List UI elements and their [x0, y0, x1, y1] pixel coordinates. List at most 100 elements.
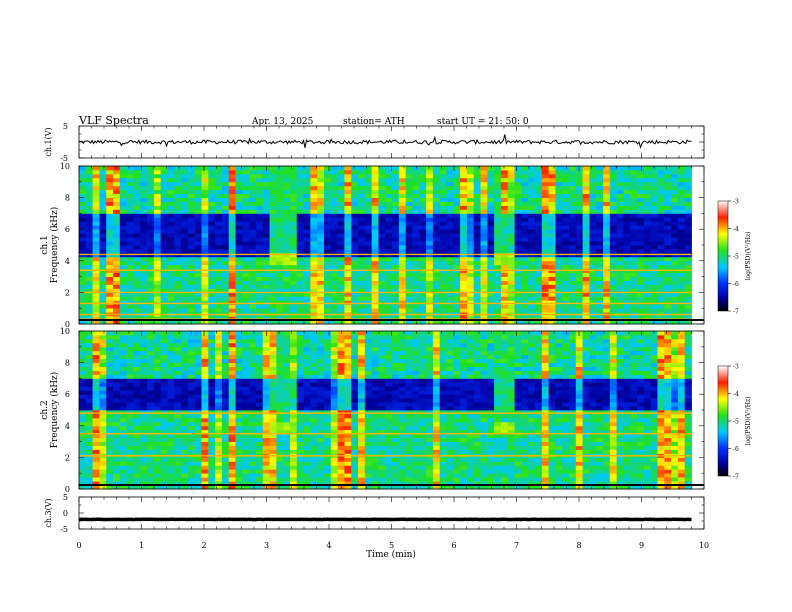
spectrogram-cell [541, 166, 549, 171]
spectrogram-cell [494, 300, 502, 305]
spectrogram-cell [269, 185, 277, 191]
spectrogram-cell [596, 189, 604, 195]
spectrogram-cell [174, 461, 182, 466]
spectrogram-cell [664, 237, 672, 242]
spectrogram-cell [167, 166, 175, 171]
spectrogram-cell [385, 248, 393, 254]
spectrogram-cell [364, 213, 373, 218]
spectrogram-cell [364, 205, 373, 210]
spectrogram-cell [466, 173, 475, 179]
spectrogram-cell [262, 288, 270, 293]
spectrogram-cell [603, 245, 611, 250]
spectrogram-cell [228, 248, 236, 254]
spectrogram-cell [147, 437, 155, 442]
spectrogram-cell [215, 457, 223, 462]
spectrogram-cell [221, 205, 230, 210]
spectrogram-cell [181, 477, 189, 482]
spectrogram-cell [119, 398, 128, 403]
spectrogram-cell [664, 221, 672, 226]
spectrogram-cell [514, 264, 522, 270]
spectrogram-cell [664, 209, 672, 214]
spectrogram-cell [473, 260, 481, 266]
spectrogram-cell [466, 300, 475, 305]
spectrogram-cell [684, 181, 692, 187]
spectrogram-cell [113, 241, 121, 246]
spectrogram-cell [603, 304, 611, 309]
spectrogram-cell [643, 189, 652, 195]
spectrogram-cell [412, 316, 420, 321]
ch1-colorbar-label: log(PSD)(V²/Hz) [745, 232, 752, 281]
spectrogram-cell [603, 237, 611, 242]
spectrogram-cell [684, 166, 692, 171]
spectrogram-cell [541, 217, 549, 222]
spectrogram-cell [575, 264, 584, 270]
spectrogram-cell [228, 461, 236, 466]
spectrogram-cell [364, 221, 373, 226]
spectrogram-cell [228, 382, 236, 387]
spectrogram-cell [92, 354, 100, 360]
spectrogram-cell [609, 189, 618, 195]
spectrogram-cell [637, 300, 645, 305]
spectrogram-cell [677, 320, 686, 325]
spectrogram-cell [514, 185, 522, 191]
spectrogram-cell [494, 256, 502, 262]
spectrogram-cell [208, 193, 216, 198]
spectrogram-cell [215, 225, 223, 230]
spectrogram-cell [249, 316, 257, 321]
spectrogram-cell [616, 197, 624, 202]
spectrogram-cell [92, 292, 100, 297]
spectrogram-cell [534, 189, 543, 195]
spectrogram-cell [473, 292, 481, 297]
spectrogram-cell [555, 189, 563, 195]
spectrogram-cell [133, 173, 141, 179]
spectrogram-cell [330, 225, 339, 230]
spectrogram-cell [187, 233, 196, 238]
spectrogram-cell [514, 300, 522, 305]
spectrogram-cell [255, 457, 264, 462]
spectrogram-cell [187, 473, 196, 478]
spectrogram-cell [555, 256, 563, 262]
spectrogram-cell [255, 260, 264, 266]
spectrogram-cell [140, 350, 148, 356]
spectrogram-cell [140, 338, 148, 344]
spectrogram-cell [187, 350, 196, 356]
spectrogram-cell [255, 256, 264, 262]
spectrogram-cell [119, 201, 128, 206]
spectrogram-cell [643, 284, 652, 289]
spectrogram-cell [160, 425, 168, 431]
spectrogram-cell [194, 288, 202, 293]
spectrogram-cell [167, 441, 175, 446]
spectrogram-cell [262, 390, 270, 395]
spectrogram-cell [603, 213, 611, 218]
spectrogram-cell [487, 284, 495, 289]
spectrogram-cell [569, 276, 577, 281]
spectrogram-cell [235, 398, 243, 403]
spectrogram-cell [194, 316, 202, 321]
spectrogram-cell [623, 217, 631, 222]
spectrogram-cell [126, 173, 134, 179]
spectrogram-cell [596, 201, 604, 206]
spectrogram-cell [187, 382, 196, 387]
spectrogram-cell [432, 316, 441, 321]
spectrogram-cell [153, 237, 162, 242]
spectrogram-cell [242, 386, 250, 391]
spectrogram-cell [215, 201, 223, 206]
spectrogram-cell [249, 386, 257, 391]
spectrogram-cell [85, 406, 94, 411]
spectrogram-cell [269, 288, 277, 293]
spectrogram-cell [208, 413, 216, 419]
spectrogram-cell [106, 173, 114, 179]
spectrogram-cell [630, 229, 638, 234]
spectrogram-cell [79, 485, 87, 490]
spectrogram-cell [507, 245, 515, 250]
spectrogram-cell [310, 316, 318, 321]
spectrogram-cell [439, 316, 447, 321]
spectrogram-cell [412, 189, 420, 195]
spectrogram-cell [79, 402, 87, 407]
spectrogram-cell [181, 241, 189, 246]
spectrogram-cell [269, 181, 277, 187]
spectrogram-cell [548, 193, 556, 198]
spectrogram-cell [92, 260, 100, 266]
spectrogram-cell [79, 410, 87, 415]
spectrogram-cell [235, 370, 243, 375]
